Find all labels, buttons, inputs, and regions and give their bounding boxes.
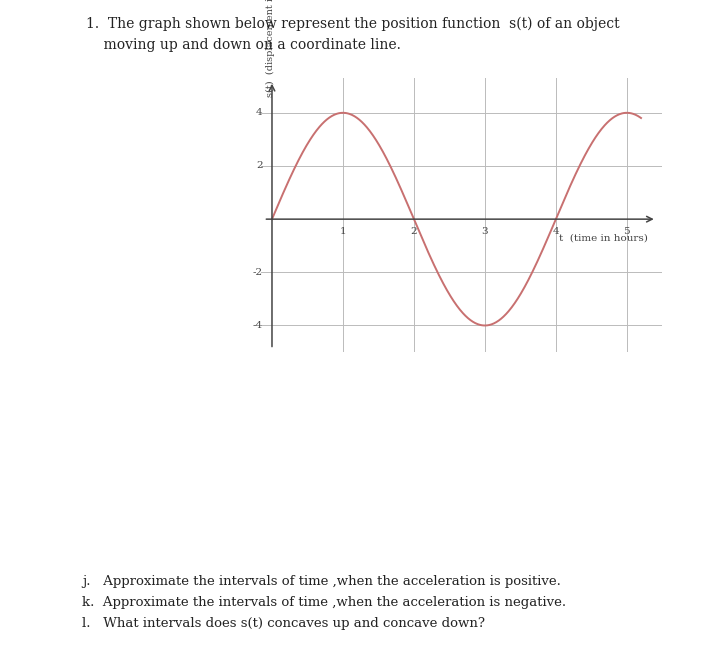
Text: 4: 4 [256, 108, 263, 117]
Text: -2: -2 [253, 268, 263, 277]
Text: 2: 2 [410, 227, 417, 235]
Text: 1.  The graph shown below represent the position function  s(t) of an object: 1. The graph shown below represent the p… [86, 16, 619, 31]
Text: 5: 5 [624, 227, 630, 235]
Text: s(t)  (displacement in miles): s(t) (displacement in miles) [266, 0, 276, 97]
Text: k.  Approximate the intervals of time ,when the acceleration is negative.: k. Approximate the intervals of time ,wh… [82, 596, 566, 609]
Text: 4: 4 [553, 227, 559, 235]
Text: j.   Approximate the intervals of time ,when the acceleration is positive.: j. Approximate the intervals of time ,wh… [82, 575, 561, 588]
Text: l.   What intervals does s(t) concaves up and concave down?: l. What intervals does s(t) concaves up … [82, 617, 485, 630]
Text: 2: 2 [256, 162, 263, 170]
Text: -4: -4 [253, 321, 263, 330]
Text: moving up and down on a coordinate line.: moving up and down on a coordinate line. [86, 38, 401, 52]
Text: 3: 3 [482, 227, 488, 235]
Text: t  (time in hours): t (time in hours) [559, 234, 648, 243]
Text: 1: 1 [339, 227, 347, 235]
